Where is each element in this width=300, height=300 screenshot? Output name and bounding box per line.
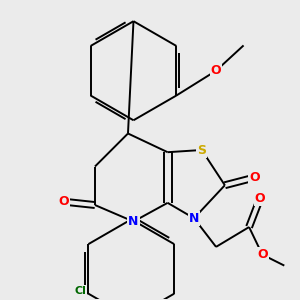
Text: O: O [257, 248, 268, 261]
Text: O: O [249, 171, 260, 184]
Text: O: O [255, 192, 266, 205]
Text: N: N [189, 212, 199, 225]
Text: O: O [211, 64, 221, 77]
Text: O: O [59, 195, 69, 208]
Text: N: N [128, 215, 139, 228]
Text: Cl: Cl [75, 286, 87, 296]
Text: S: S [197, 143, 206, 157]
